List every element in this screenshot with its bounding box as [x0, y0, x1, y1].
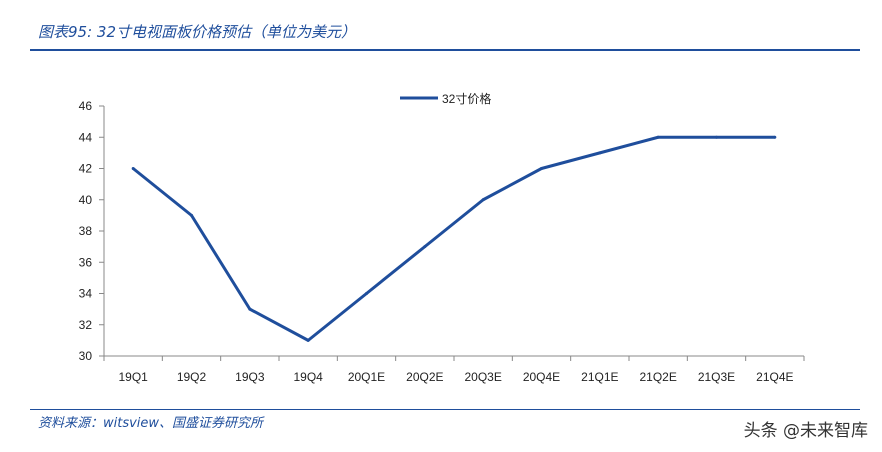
y-tick-label: 36: [79, 255, 93, 269]
data-point: [365, 292, 368, 295]
legend-label: 32寸价格: [442, 91, 491, 106]
data-point: [715, 135, 718, 139]
x-tick-label: 19Q3: [235, 370, 265, 384]
data-point: [306, 338, 310, 342]
x-tick-label: 21Q4E: [756, 370, 793, 384]
x-tick-label: 21Q2E: [639, 370, 676, 384]
data-point: [423, 245, 427, 249]
data-point: [481, 198, 485, 202]
data-point: [656, 135, 660, 139]
y-tick-label: 40: [79, 193, 93, 207]
y-tick-label: 34: [79, 287, 93, 301]
data-point: [248, 307, 252, 311]
watermark: 头条 @未来智库: [743, 421, 868, 441]
series-line: [132, 135, 775, 342]
source-note: 资料来源：witsview、国盛证券研究所: [38, 416, 264, 431]
x-tick-label: 19Q1: [118, 370, 148, 384]
x-tick-label: 20Q4E: [523, 370, 560, 384]
x-tick-label: 21Q3E: [698, 370, 735, 384]
footer-divider: [30, 409, 860, 410]
x-tick-label: 19Q2: [177, 370, 207, 384]
data-point: [540, 167, 543, 170]
data-point: [598, 151, 602, 155]
x-tick-label: 20Q3E: [464, 370, 501, 384]
y-tick-label: 44: [79, 130, 93, 144]
data-point: [773, 135, 777, 139]
x-tick-label: 20Q1E: [348, 370, 385, 384]
data-point: [190, 213, 193, 217]
title-divider: [30, 49, 860, 51]
x-tick-label: 21Q1E: [581, 370, 618, 384]
data-point: [131, 167, 135, 170]
y-tick-label: 30: [79, 349, 93, 363]
x-tick-label: 20Q2E: [406, 370, 443, 384]
y-tick-label: 32: [79, 318, 93, 332]
figure-title: 图表95: 32寸电视面板价格预估（单位为美元）: [38, 23, 356, 41]
y-tick-label: 42: [79, 162, 93, 176]
y-tick-label: 46: [79, 99, 93, 113]
y-tick-label: 38: [79, 224, 93, 238]
x-tick-label: 19Q4: [293, 370, 323, 384]
